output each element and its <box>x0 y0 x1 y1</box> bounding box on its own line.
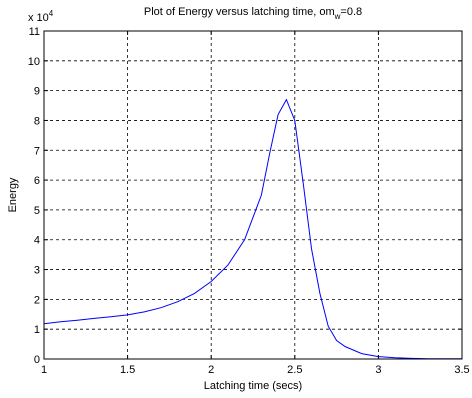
tick-marks <box>43 30 463 360</box>
x-tick-label: 2.5 <box>287 364 302 376</box>
chart-title-main: Plot of Energy versus latching time, om <box>144 6 335 18</box>
x-tick-label: 2 <box>208 364 214 376</box>
y-tick-label: 9 <box>34 86 40 98</box>
y-tick-label: 4 <box>34 235 40 247</box>
y-tick-label: 6 <box>34 175 40 187</box>
y-tick-label: 7 <box>34 145 40 157</box>
x-tick-label: 1 <box>41 364 47 376</box>
x-tick-labels: 1 1.5 2 2.5 3 3.5 <box>41 364 470 376</box>
plot-background <box>44 31 462 359</box>
y-axis-label: Energy <box>7 177 19 212</box>
y-tick-label: 11 <box>29 26 40 38</box>
y-multiplier: x 104 <box>28 9 54 24</box>
plot-frame <box>43 30 463 360</box>
y-tick-label: 8 <box>34 115 40 127</box>
x-axis-label: Latching time (secs) <box>204 380 302 392</box>
y-tick-label: 5 <box>34 205 40 217</box>
y-multiplier-exponent: 4 <box>49 9 54 18</box>
x-tick-label: 3 <box>375 364 381 376</box>
grid-lines <box>44 31 462 359</box>
x-tick-label: 3.5 <box>454 364 469 376</box>
y-tick-label: 2 <box>34 294 40 306</box>
chart-title: Plot of Energy versus latching time, omw… <box>144 6 362 21</box>
chart-title-tail: =0.8 <box>340 6 362 18</box>
y-tick-label: 1 <box>34 324 40 336</box>
y-tick-labels: 0 1 2 3 4 5 6 7 8 9 10 11 <box>28 26 40 366</box>
y-tick-label: 10 <box>28 56 40 68</box>
y-multiplier-base: x 10 <box>28 12 49 24</box>
x-tick-label: 1.5 <box>120 364 135 376</box>
chart-title-subscript: w <box>334 12 341 21</box>
y-tick-label: 3 <box>34 265 40 277</box>
y-tick-label: 0 <box>34 354 40 366</box>
